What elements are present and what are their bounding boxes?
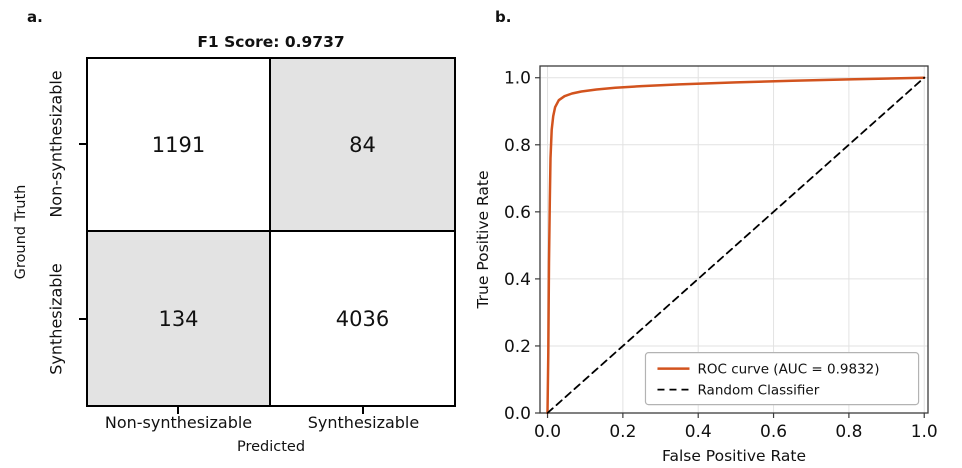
cm-cell-false-positive: 84 (271, 59, 454, 232)
cm-cell-true-positive: 4036 (271, 232, 454, 405)
cm-x-tick-synthesizable: Synthesizable (307, 413, 420, 432)
x-tick-label: 0.6 (760, 422, 787, 442)
x-tick-label: 1.0 (911, 422, 938, 442)
roc-panel: 0.0 0.2 0.4 0.6 0.8 1.0 0.0 0.2 0.4 0.6 0.8 1.0 Fals… (470, 0, 962, 468)
y-tick-label: 0.2 (504, 337, 531, 357)
x-tick-label: 0.8 (835, 422, 862, 442)
panel-a-label: a. (27, 8, 43, 26)
y-tick-mark (79, 143, 86, 145)
x-tick-mark (362, 407, 364, 414)
roc-x-axis-label: False Positive Rate (662, 447, 806, 465)
confusion-matrix-panel: a. F1 Score: 0.9737 Ground Truth Non-syn… (0, 0, 470, 468)
cm-x-axis-label: Predicted (236, 439, 306, 455)
cm-y-tick-non-synthesizable: Non-synthesizable (46, 70, 66, 218)
cm-cell-true-negative: 1191 (88, 59, 271, 232)
y-tick-label: 1.0 (504, 69, 531, 89)
x-tick-mark (177, 407, 179, 414)
x-tick-label: 0.0 (534, 422, 561, 442)
y-tick-label: 0.6 (504, 203, 531, 223)
roc-curve-line (546, 76, 926, 415)
plot-border (539, 65, 929, 414)
legend-roc-curve-label: ROC curve (AUC = 0.9832) (697, 362, 879, 378)
x-tick-label: 0.2 (609, 422, 636, 442)
y-tick-label: 0.4 (504, 270, 531, 290)
random-classifier-line (546, 76, 926, 414)
y-tick-label: 0.0 (504, 404, 531, 424)
cm-y-tick-synthesizable: Synthesizable (46, 263, 66, 375)
cm-x-tick-non-synthesizable: Non-synthesizable (104, 413, 253, 432)
cm-cell-false-negative: 134 (88, 232, 271, 405)
y-tick-mark (79, 318, 86, 320)
y-tick-label: 0.8 (504, 136, 531, 156)
confusion-matrix-grid: 1191 84 134 4036 (86, 57, 456, 407)
roc-y-axis-label: True Positive Rate (474, 170, 492, 309)
x-tick-label: 0.4 (685, 422, 712, 442)
legend-box (644, 352, 920, 406)
legend-random-classifier-label: Random Classifier (697, 383, 819, 399)
roc-plot: 0.0 0.2 0.4 0.6 0.8 1.0 0.0 0.2 0.4 0.6 0.8 1.0 Fals… (474, 65, 938, 465)
panel-b-label: b. (495, 8, 512, 26)
cm-y-axis-label: Ground Truth (13, 184, 29, 280)
f1-score-title: F1 Score: 0.9737 (197, 33, 345, 51)
